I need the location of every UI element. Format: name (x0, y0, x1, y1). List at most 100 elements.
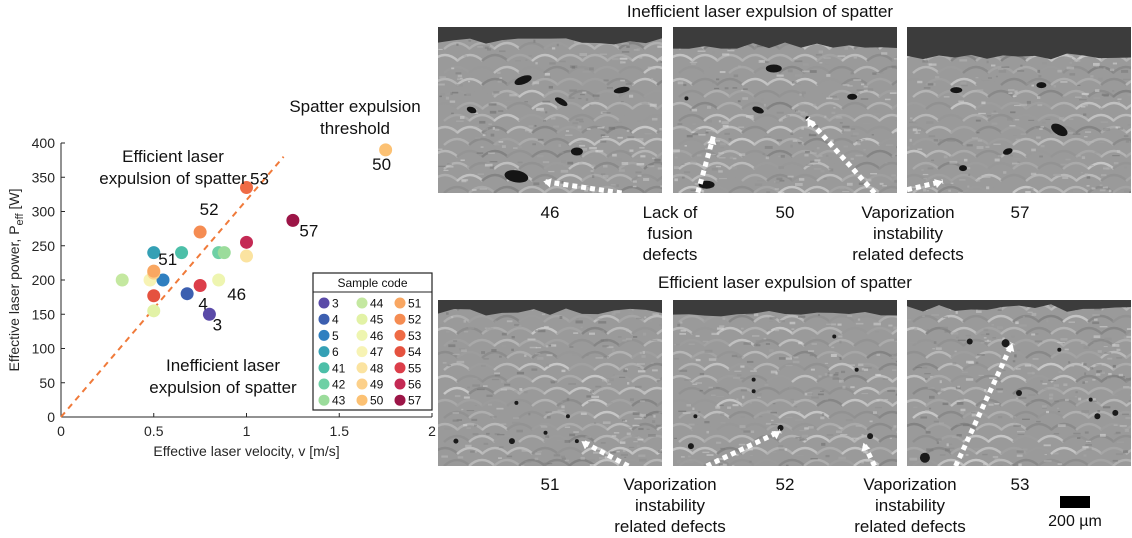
legend-label-57: 57 (408, 394, 422, 408)
legend-swatch-48 (356, 362, 368, 374)
y-tick-label: 300 (32, 204, 56, 220)
data-point-43 (217, 246, 231, 260)
legend-swatch-55 (394, 362, 406, 374)
point-label-46: 46 (227, 285, 246, 304)
legend-swatch-5 (318, 329, 330, 341)
legend-swatch-47 (356, 346, 368, 358)
point-label-53: 53 (250, 170, 269, 189)
legend-label-50: 50 (370, 394, 384, 408)
data-point-55 (193, 278, 207, 292)
micrograph-50 (673, 27, 897, 193)
legend-label-5: 5 (332, 329, 339, 343)
legend-swatch-46 (356, 329, 368, 341)
data-point-53 (240, 181, 253, 195)
point-label-57: 57 (299, 221, 318, 240)
y-axis-label: Effective laser power, Peff [W] (6, 189, 26, 372)
legend-label-51: 51 (408, 297, 422, 311)
x-tick-label: 2 (428, 423, 436, 439)
legend-label-6: 6 (332, 345, 339, 359)
legend-swatch-6 (318, 346, 330, 358)
micrograph-label-52: 52 (775, 475, 795, 494)
annotation-lack-of-fusion: Lack of fusion defects (642, 203, 698, 264)
micrograph-51 (438, 300, 662, 466)
axes: 0 0.5 1 1.5 2050100150200250300350400Effecti… (6, 135, 436, 459)
legend-label-41: 41 (332, 361, 346, 375)
point-label-52: 52 (200, 200, 219, 219)
legend-label-55: 55 (408, 361, 422, 375)
data-point-52 (193, 225, 207, 239)
top-section-title: Inefficient laser expulsion of spatter (626, 2, 894, 21)
x-tick-label: 0 (57, 423, 65, 439)
micrograph-51-image (438, 300, 662, 466)
legend-swatch-4 (318, 313, 330, 325)
annotation-vaporization-bottom-left: Vaporization instability related defects (614, 475, 726, 536)
micrograph-57 (907, 27, 1131, 193)
legend-label-47: 47 (370, 345, 384, 359)
legend-label-4: 4 (332, 313, 339, 327)
legend-swatch-56 (394, 378, 406, 390)
legend-swatch-54 (394, 346, 406, 358)
y-tick-label: 150 (32, 306, 56, 322)
threshold-label: Spatter expulsion threshold (289, 97, 421, 138)
data-point-46 (212, 273, 226, 287)
micrograph-50-image (673, 27, 897, 193)
micrograph-label-53: 53 (1010, 475, 1030, 494)
data-point-51 (147, 264, 161, 278)
micrograph-label-50: 50 (775, 203, 795, 222)
legend-label-48: 48 (370, 361, 384, 375)
legend-label-52: 52 (408, 313, 422, 327)
x-tick-label: 1.5 (330, 423, 350, 439)
data-point-3 (202, 307, 216, 321)
legend-title: Sample code (337, 276, 407, 290)
legend-swatch-53 (394, 329, 406, 341)
legend-label-56: 56 (408, 378, 422, 392)
y-tick-label: 350 (32, 169, 56, 185)
scatter-chart: 0 0.5 1 1.5 2050100150200250300350400Effecti… (6, 135, 436, 459)
micrograph-53-image (907, 300, 1131, 466)
micrograph-52 (673, 300, 897, 466)
threshold-line (60, 156, 285, 418)
data-point-44 (115, 273, 129, 287)
data-point-56 (240, 235, 253, 249)
legend-swatch-45 (356, 313, 368, 325)
y-tick-label: 50 (39, 375, 55, 391)
y-tick-label: 250 (32, 238, 56, 254)
point-label-3: 3 (213, 315, 222, 334)
scale-bar (1060, 496, 1090, 508)
legend-swatch-50 (356, 394, 368, 406)
scale-bar-label: 200 µm (1048, 513, 1102, 530)
micrograph-label-51: 51 (540, 475, 560, 494)
annotation-vaporization-top: Vaporization instability related defects (852, 203, 964, 264)
data-point-54 (147, 289, 161, 303)
legend: Sample code34564142434445464748495051525… (312, 272, 433, 411)
micrograph-46-image (438, 27, 662, 193)
micrograph-46 (438, 27, 662, 193)
point-label-51: 51 (158, 250, 177, 269)
data-point-45 (147, 304, 161, 318)
point-label-50: 50 (372, 155, 391, 174)
legend-swatch-3 (318, 297, 330, 309)
legend-swatch-42 (318, 378, 330, 390)
legend-label-44: 44 (370, 297, 384, 311)
bottom-section-title: Efficient laser expulsion of spatter (658, 273, 912, 292)
legend-label-42: 42 (332, 378, 346, 392)
micrograph-label-57: 57 (1010, 203, 1030, 222)
legend-label-53: 53 (408, 329, 422, 343)
data-point-4 (180, 287, 194, 301)
y-tick-label: 400 (32, 135, 56, 151)
legend-label-49: 49 (370, 378, 384, 392)
micrograph-52-image (673, 300, 897, 466)
micrograph-label-46: 46 (540, 203, 560, 222)
y-tick-label: 100 (32, 341, 56, 357)
legend-label-46: 46 (370, 329, 384, 343)
data-point-50 (379, 143, 393, 157)
point-label-4: 4 (198, 295, 207, 314)
legend-swatch-44 (356, 297, 368, 309)
legend-label-54: 54 (408, 345, 422, 359)
data-point-6 (147, 246, 161, 260)
legend-swatch-41 (318, 362, 330, 374)
region-label-efficient: Efficient laser expulsion of spatter (99, 147, 247, 188)
micrograph-57-image (907, 27, 1131, 193)
legend-swatch-52 (394, 313, 406, 325)
